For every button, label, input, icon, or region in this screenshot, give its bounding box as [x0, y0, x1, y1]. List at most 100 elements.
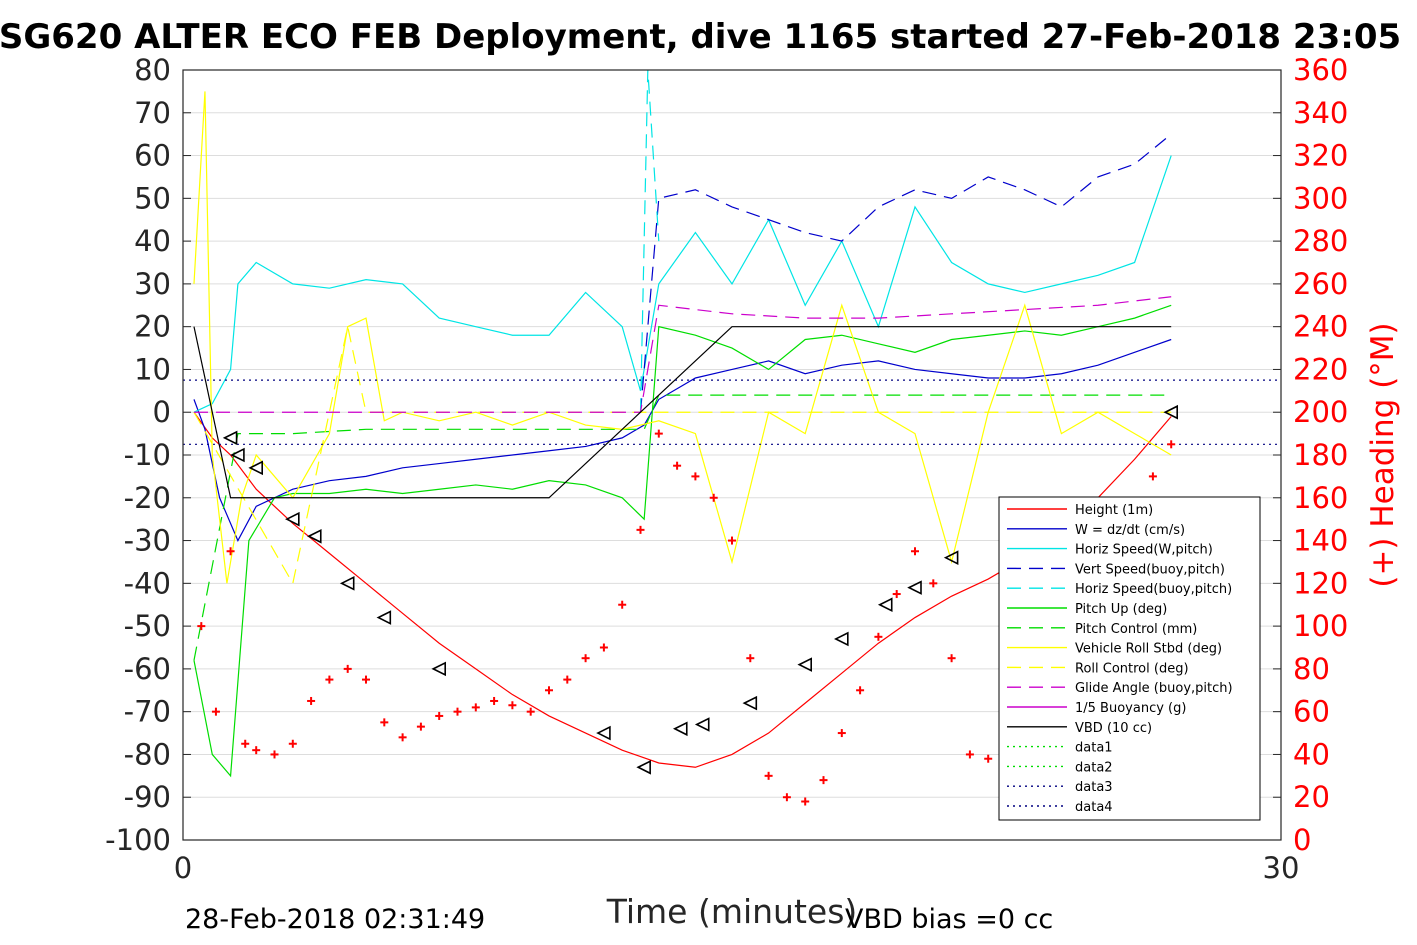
heading-point: [801, 797, 810, 806]
legend-label: data4: [1075, 800, 1113, 815]
heading-point: [508, 701, 517, 710]
heading-point: [490, 696, 499, 705]
right-axis-ticks: 3603403203002802602402202001801601401201…: [1273, 53, 1348, 857]
x-axis-ticks: 0 30: [174, 832, 1299, 885]
height-marker: [431, 661, 447, 677]
legend-label: 1/5 Buoyancy (g): [1075, 701, 1186, 716]
legend-label: Glide Angle (buoy,pitch): [1075, 681, 1233, 696]
series-line: [193, 296, 1172, 413]
legend-label: Vert Speed(buoy,pitch): [1075, 562, 1225, 577]
right-tick-label: 100: [1293, 609, 1348, 643]
series-line: [193, 326, 1172, 499]
heading-point: [874, 632, 883, 641]
heading-point: [435, 711, 444, 720]
right-tick-label: 260: [1293, 267, 1348, 301]
heading-point: [398, 733, 407, 742]
series-line: [193, 155, 1172, 413]
heading-point: [599, 643, 608, 652]
footer-timestamp: 28-Feb-2018 02:31:49: [185, 904, 485, 935]
heading-point: [746, 654, 755, 663]
heading-point: [654, 429, 663, 438]
footer-vbd-bias: VBD bias =0 cc: [845, 904, 1053, 935]
legend-label: Horiz Speed(buoy,pitch): [1075, 582, 1232, 597]
height-marker: [672, 721, 688, 737]
right-tick-label: 240: [1293, 310, 1348, 344]
right-tick-label: 280: [1293, 224, 1348, 258]
right-tick-label: 40: [1293, 737, 1330, 771]
heading-point: [782, 793, 791, 802]
right-tick-label: 220: [1293, 352, 1348, 386]
heading-point: [929, 579, 938, 588]
legend-label: data2: [1075, 760, 1113, 775]
right-tick-label: 120: [1293, 566, 1348, 600]
height-marker: [306, 528, 322, 544]
legend-label: Pitch Up (deg): [1075, 602, 1167, 617]
left-tick-label: -30: [124, 524, 171, 558]
x-tick-label: 0: [174, 851, 192, 885]
heading-point: [416, 722, 425, 731]
right-tick-label: 340: [1293, 96, 1348, 130]
heading-point: [581, 654, 590, 663]
right-tick-label: 360: [1293, 53, 1348, 87]
left-tick-label: 20: [134, 310, 171, 344]
heading-point: [819, 776, 828, 785]
left-tick-label: -10: [124, 438, 171, 472]
height-marker: [907, 580, 922, 595]
heading-point: [837, 729, 846, 738]
left-tick-label: -70: [124, 695, 171, 729]
heading-point: [343, 664, 352, 673]
left-tick-label: 0: [153, 395, 171, 429]
heading-point: [691, 472, 700, 481]
series-line: [639, 133, 1172, 413]
heading-point: [892, 590, 901, 599]
right-tick-label: 60: [1293, 695, 1330, 729]
heading-point: [362, 675, 370, 684]
height-marker: [1163, 404, 1178, 420]
height-marker: [230, 447, 245, 463]
heading-point: [984, 754, 993, 763]
left-tick-label: -50: [124, 609, 171, 643]
height-marker: [596, 725, 611, 741]
right-tick-label: 320: [1293, 139, 1348, 173]
series-line: [193, 91, 1172, 584]
heading-point: [911, 547, 919, 556]
left-tick-label: -80: [124, 737, 171, 771]
right-tick-label: 160: [1293, 481, 1348, 515]
left-tick-label: -20: [124, 481, 171, 515]
left-tick-label: 10: [134, 352, 171, 386]
height-marker: [339, 576, 355, 591]
right-tick-label: 140: [1293, 524, 1348, 558]
heading-point: [226, 547, 235, 556]
heading-point: [197, 622, 206, 631]
heading-point: [453, 707, 462, 716]
height-marker: [742, 695, 758, 711]
legend-label: Vehicle Roll Stbd (deg): [1075, 642, 1222, 657]
legend-label: data1: [1075, 741, 1113, 756]
height-marker: [943, 550, 959, 565]
heading-point: [947, 654, 956, 663]
right-tick-label: 180: [1293, 438, 1348, 472]
height-marker: [694, 717, 710, 732]
legend-label: VBD (10 cc): [1075, 721, 1152, 736]
right-tick-label: 80: [1293, 652, 1330, 686]
heading-point: [526, 707, 535, 716]
series-line: [193, 338, 1172, 542]
heading-point: [764, 771, 773, 780]
left-tick-label: -60: [124, 652, 171, 686]
left-tick-label: -90: [124, 780, 171, 814]
left-tick-label: -40: [124, 566, 171, 600]
heading-point: [965, 750, 974, 759]
heading-point: [380, 718, 389, 727]
heading-point: [728, 536, 736, 545]
left-tick-label: 50: [134, 181, 171, 215]
height-marker: [285, 511, 300, 527]
series-line: [193, 326, 1172, 585]
heading-point: [1167, 440, 1176, 449]
heading-point: [1148, 472, 1157, 481]
left-tick-label: 70: [134, 96, 171, 130]
heading-point: [545, 686, 553, 695]
height-marker: [376, 610, 392, 625]
right-axis-label: (+) Heading (°M): [1365, 322, 1401, 587]
height-marker: [222, 430, 238, 446]
right-tick-label: 200: [1293, 395, 1348, 429]
